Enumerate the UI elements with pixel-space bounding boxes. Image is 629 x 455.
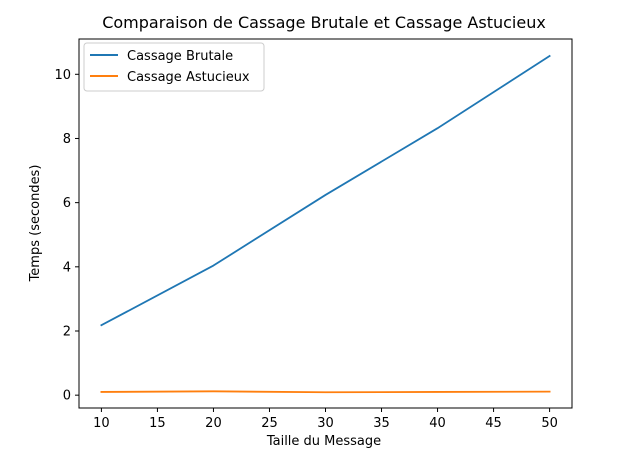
legend-label-cassage-astucieux: Cassage Astucieux bbox=[127, 70, 250, 85]
y-tick-label: 10 bbox=[54, 68, 71, 83]
y-tick-label: 0 bbox=[63, 389, 71, 404]
y-axis: 0 2 4 6 8 10 bbox=[54, 68, 79, 404]
x-tick-label: 30 bbox=[317, 416, 334, 431]
y-tick-label: 2 bbox=[63, 324, 71, 339]
chart-title: Comparaison de Cassage Brutale et Cassag… bbox=[102, 13, 546, 32]
x-tick-label: 40 bbox=[429, 416, 446, 431]
x-tick-label: 10 bbox=[93, 416, 110, 431]
x-axis-label: Taille du Message bbox=[266, 434, 381, 449]
series-lines bbox=[100, 54, 551, 394]
y-axis-label: Temps (secondes) bbox=[28, 165, 43, 283]
y-tick-label: 6 bbox=[63, 196, 71, 211]
x-axis: 10 15 20 25 30 35 40 45 50 bbox=[93, 408, 558, 431]
series-line-cassage-brutale bbox=[100, 54, 551, 327]
legend-box bbox=[83, 42, 265, 92]
plot-frame bbox=[78, 38, 573, 409]
x-tick-label: 35 bbox=[373, 416, 390, 431]
legend: Cassage Brutale Cassage Astucieux bbox=[83, 42, 265, 92]
x-tick-label: 25 bbox=[261, 416, 278, 431]
x-tick-label: 50 bbox=[541, 416, 558, 431]
x-tick-label: 15 bbox=[149, 416, 166, 431]
series-line-cassage-astucieux bbox=[100, 390, 551, 394]
x-tick-label: 20 bbox=[205, 416, 222, 431]
y-tick-label: 4 bbox=[63, 260, 71, 275]
y-tick-label: 8 bbox=[63, 132, 71, 147]
x-tick-label: 45 bbox=[485, 416, 502, 431]
legend-label-cassage-brutale: Cassage Brutale bbox=[127, 49, 233, 64]
plot-area: 10 15 20 25 30 35 40 45 50 0 2 4 6 8 10 bbox=[54, 38, 573, 431]
